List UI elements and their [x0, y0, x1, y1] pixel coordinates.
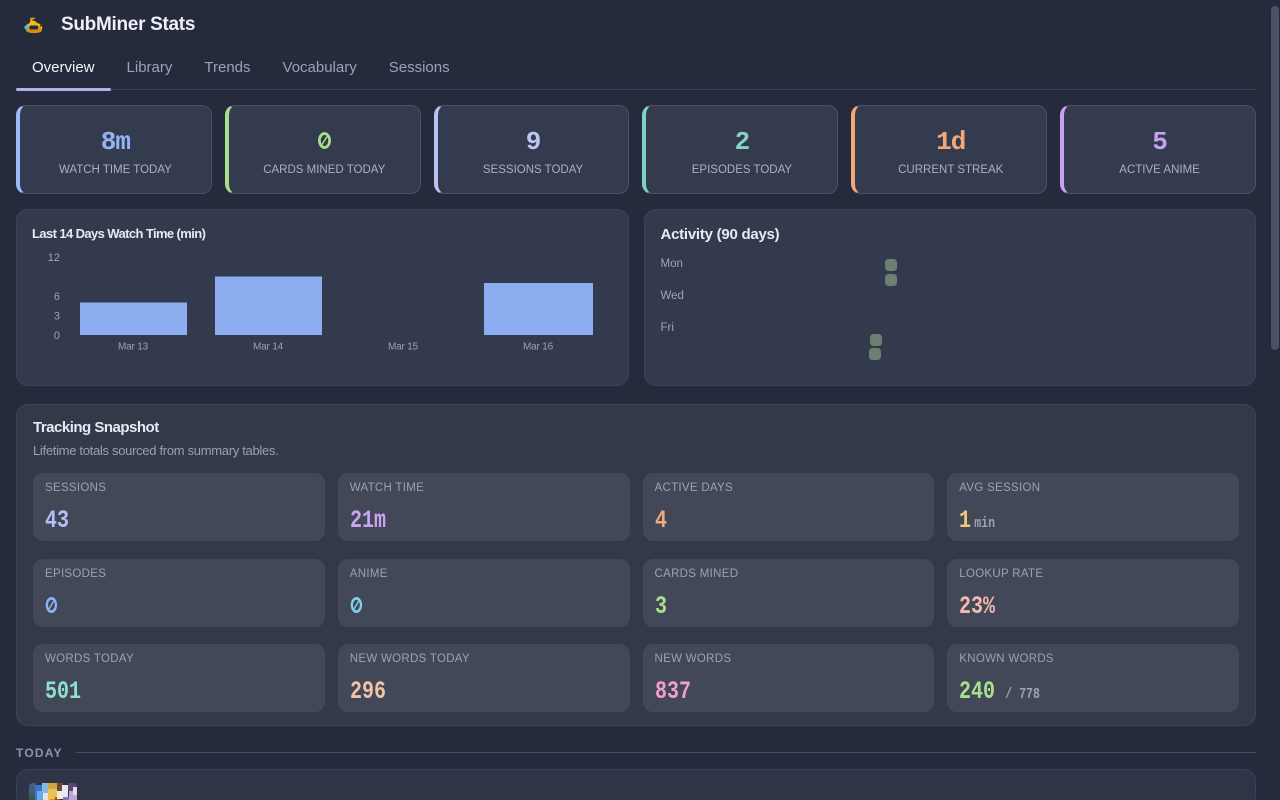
svg-text:3: 3 [54, 311, 60, 323]
svg-text:0: 0 [54, 330, 60, 342]
svg-text:Mar 14: Mar 14 [253, 342, 284, 353]
svg-text:12: 12 [48, 252, 60, 264]
svg-text:6: 6 [54, 291, 60, 303]
svg-text:Mar 16: Mar 16 [523, 342, 554, 353]
svg-text:Mar 13: Mar 13 [118, 342, 149, 353]
svg-text:Mar 15: Mar 15 [388, 342, 419, 353]
